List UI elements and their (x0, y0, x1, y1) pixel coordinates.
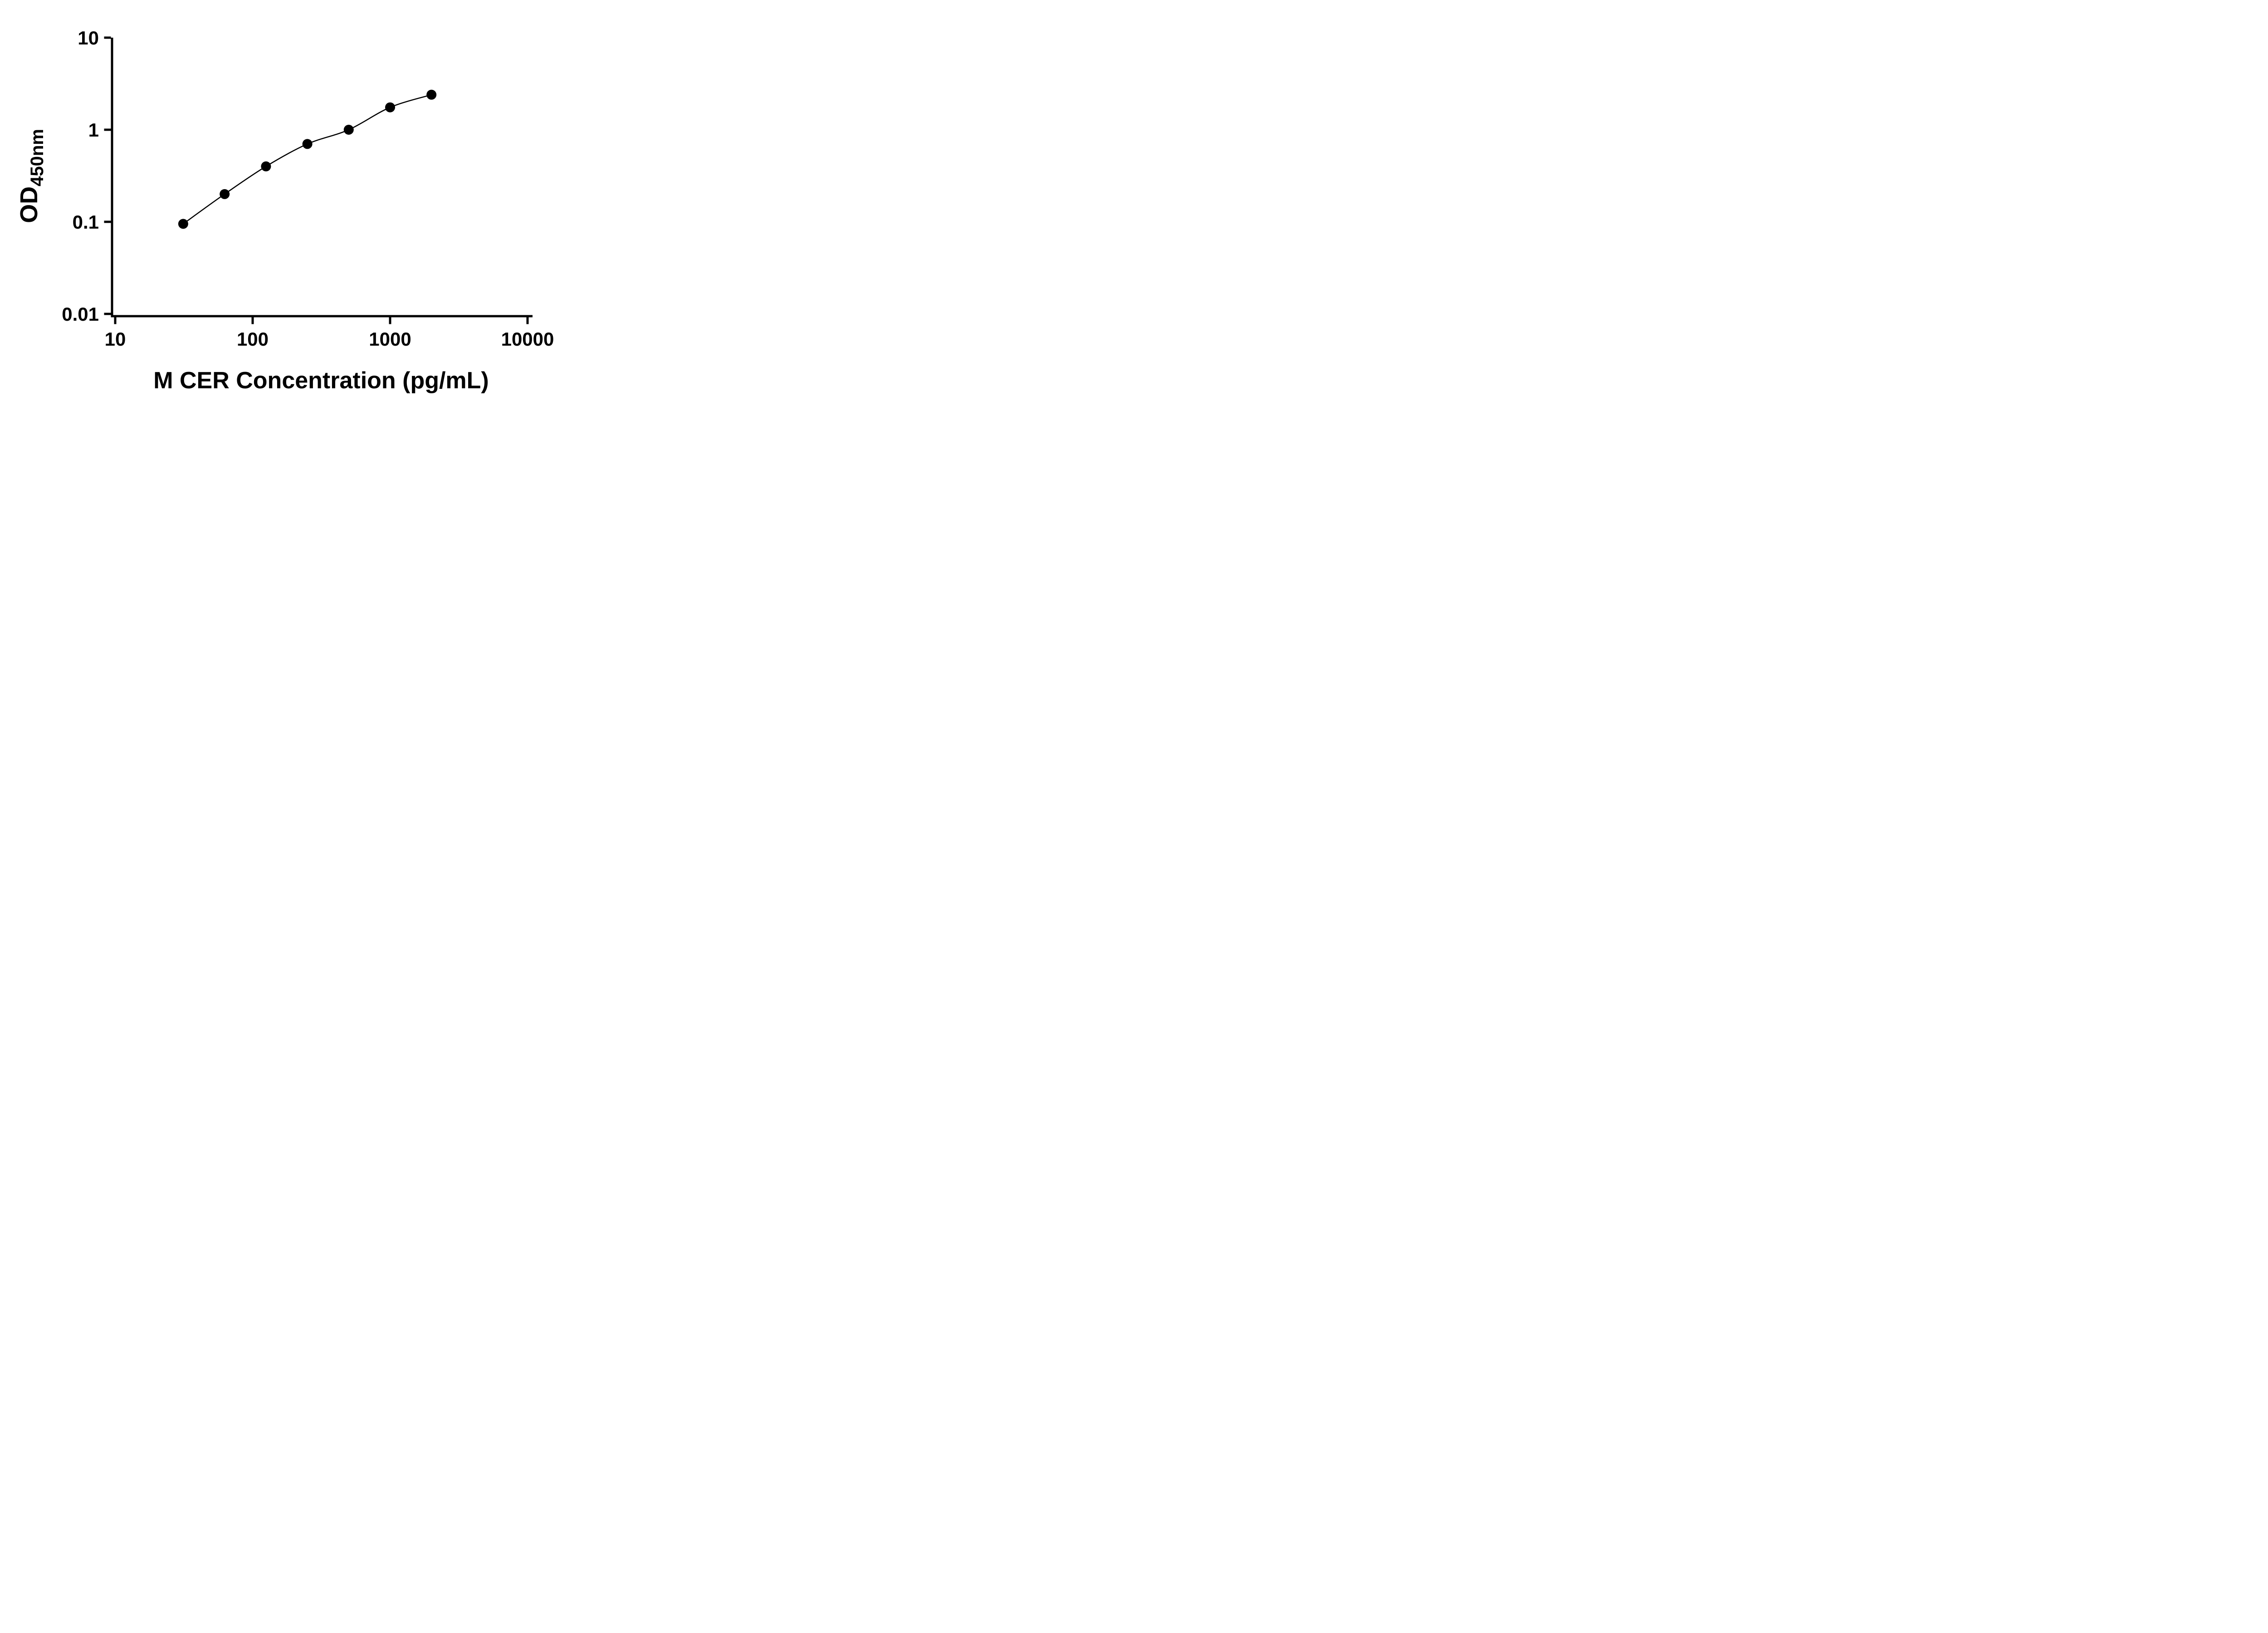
data-point (343, 125, 354, 135)
elisa-standard-curve-figure: 10 100 1000 10000 10 1 0.1 0.01 M CER Concentra… (0, 0, 583, 408)
x-tick-label: 100 (237, 328, 269, 350)
y-axis-title-main: OD (15, 186, 43, 223)
x-tick-label: 1000 (369, 328, 411, 350)
y-tick-label: 10 (78, 27, 99, 49)
y-tick-label: 0.1 (73, 211, 99, 233)
data-point (178, 219, 188, 229)
fit-line (183, 94, 432, 225)
data-point (261, 161, 271, 171)
y-tick-label: 1 (88, 119, 99, 141)
data-point (426, 89, 437, 100)
y-tick-label: 0.01 (62, 303, 99, 325)
plot-area: 10 100 1000 10000 10 1 0.1 0.01 (62, 27, 554, 350)
x-tick-label: 10000 (501, 328, 554, 350)
data-point (220, 189, 230, 199)
y-axis-title-subscript: 450nm (27, 129, 47, 186)
x-tick-label: 10 (105, 328, 126, 350)
chart-canvas: 10 100 1000 10000 10 1 0.1 0.01 M CER Concentra… (15, 27, 554, 394)
x-axis-title: M CER Concentration (pg/mL) (153, 367, 489, 394)
y-axis-title: OD450nm (15, 129, 47, 223)
data-point (385, 102, 395, 112)
data-point (302, 139, 313, 149)
